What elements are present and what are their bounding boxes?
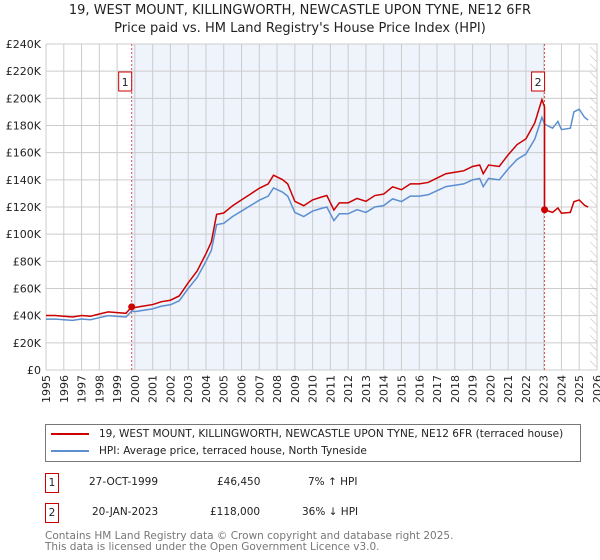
chart-subtitle: Price paid vs. HM Land Registry's House … bbox=[114, 21, 486, 36]
x-tick-label: 2009 bbox=[289, 375, 302, 403]
x-tick-label: 2001 bbox=[147, 375, 160, 403]
x-tick-label: 2024 bbox=[555, 375, 568, 403]
x-tick-label: 2019 bbox=[467, 375, 480, 403]
plot-border bbox=[45, 43, 598, 371]
y-tick-label: £200K bbox=[6, 92, 42, 105]
y-tick-label: £80K bbox=[13, 255, 42, 268]
y-tick-label: £20K bbox=[13, 337, 42, 350]
x-tick-label: 2008 bbox=[271, 375, 284, 403]
legend: 19, WEST MOUNT, KILLINGWORTH, NEWCASTLE … bbox=[45, 424, 581, 462]
x-tick-label: 2011 bbox=[324, 375, 337, 403]
sale-hpi-diff: 7% ↑ HPI bbox=[308, 476, 358, 488]
sale-price: £46,450 bbox=[217, 476, 261, 488]
x-tick-label: 2006 bbox=[236, 375, 249, 403]
y-tick-label: £220K bbox=[6, 65, 42, 78]
legend-label-hpi: HPI: Average price, terraced house, Nort… bbox=[99, 445, 367, 457]
x-tick-label: 2014 bbox=[378, 375, 391, 403]
y-tick-label: £120K bbox=[6, 201, 42, 214]
sale-point bbox=[541, 206, 549, 214]
x-tick-label: 1999 bbox=[111, 375, 124, 403]
x-tick-label: 1996 bbox=[58, 375, 71, 403]
footer-copyright: Contains HM Land Registry data © Crown c… bbox=[45, 530, 454, 542]
y-tick-label: £180K bbox=[6, 120, 42, 133]
y-tick-label: £160K bbox=[6, 147, 42, 160]
x-tick-label: 1998 bbox=[93, 375, 106, 403]
x-tick-label: 2000 bbox=[129, 375, 142, 403]
x-tick-label: 2013 bbox=[360, 375, 373, 403]
x-tick-label: 2012 bbox=[342, 375, 355, 403]
sale-point bbox=[128, 303, 136, 311]
property-price-line bbox=[46, 97, 589, 318]
x-tick-label: 2022 bbox=[520, 375, 533, 403]
legend-label-property: 19, WEST MOUNT, KILLINGWORTH, NEWCASTLE … bbox=[99, 428, 564, 440]
x-tick-label: 2010 bbox=[307, 375, 320, 403]
sale-date: 20-JAN-2023 bbox=[92, 506, 159, 518]
x-tick-label: 2017 bbox=[431, 375, 444, 403]
sale-label: 2 bbox=[535, 76, 542, 89]
y-tick-label: £0 bbox=[27, 364, 41, 377]
sale-badge: 2 bbox=[45, 503, 59, 523]
x-tick-label: 2015 bbox=[395, 375, 408, 403]
x-tick-label: 2023 bbox=[538, 375, 551, 403]
x-tick-label: 2026 bbox=[591, 375, 600, 403]
price-chart: £0 £20K £40K £60K £80K £100K £120K £140K £160K £1… bbox=[6, 38, 600, 403]
sale-label: 1 bbox=[122, 76, 129, 89]
y-tick-label: £100K bbox=[6, 228, 42, 241]
sale-badge: 1 bbox=[45, 473, 59, 493]
x-tick-label: 2021 bbox=[502, 375, 515, 403]
y-tick-label: £140K bbox=[6, 174, 42, 187]
y-tick-label: £40K bbox=[13, 310, 42, 323]
legend-swatch-red bbox=[51, 433, 89, 435]
x-tick-label: 2025 bbox=[573, 375, 586, 403]
chart-title: 19, WEST MOUNT, KILLINGWORTH, NEWCASTLE … bbox=[68, 3, 532, 18]
x-tick-label: 2004 bbox=[200, 375, 213, 403]
x-tick-label: 2002 bbox=[164, 375, 177, 403]
x-tick-label: 2003 bbox=[182, 375, 195, 403]
legend-item-hpi: HPI: Average price, terraced house, Nort… bbox=[51, 443, 367, 459]
sale-label-box bbox=[531, 71, 546, 92]
sale-hpi-diff: 36% ↓ HPI bbox=[302, 506, 359, 518]
x-tick-label: 2007 bbox=[253, 375, 266, 403]
x-tick-label: 2020 bbox=[484, 375, 497, 403]
x-tick-label: 1995 bbox=[40, 375, 53, 403]
sale-date: 27-OCT-1999 bbox=[89, 476, 158, 488]
x-tick-label: 1997 bbox=[76, 375, 89, 403]
sale-price: £118,000 bbox=[210, 506, 261, 518]
legend-swatch-blue bbox=[51, 450, 89, 452]
legend-item-property: 19, WEST MOUNT, KILLINGWORTH, NEWCASTLE … bbox=[51, 426, 563, 442]
x-tick-label: 2005 bbox=[218, 375, 231, 403]
sale-label-box bbox=[118, 71, 133, 92]
y-tick-label: £240K bbox=[6, 38, 42, 51]
x-tick-label: 2016 bbox=[413, 375, 426, 403]
hpi-line bbox=[46, 108, 589, 322]
footer-licence: This data is licensed under the Open Gov… bbox=[45, 541, 380, 553]
y-tick-label: £60K bbox=[13, 283, 42, 296]
x-tick-label: 2018 bbox=[449, 375, 462, 403]
